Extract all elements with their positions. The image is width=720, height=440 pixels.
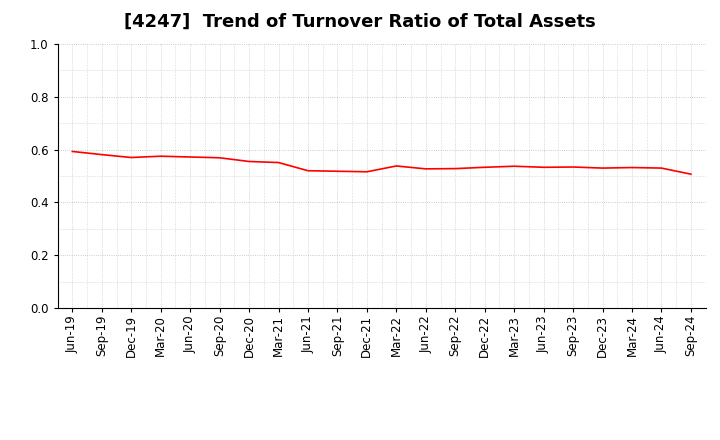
Text: [4247]  Trend of Turnover Ratio of Total Assets: [4247] Trend of Turnover Ratio of Total …	[124, 13, 596, 31]
